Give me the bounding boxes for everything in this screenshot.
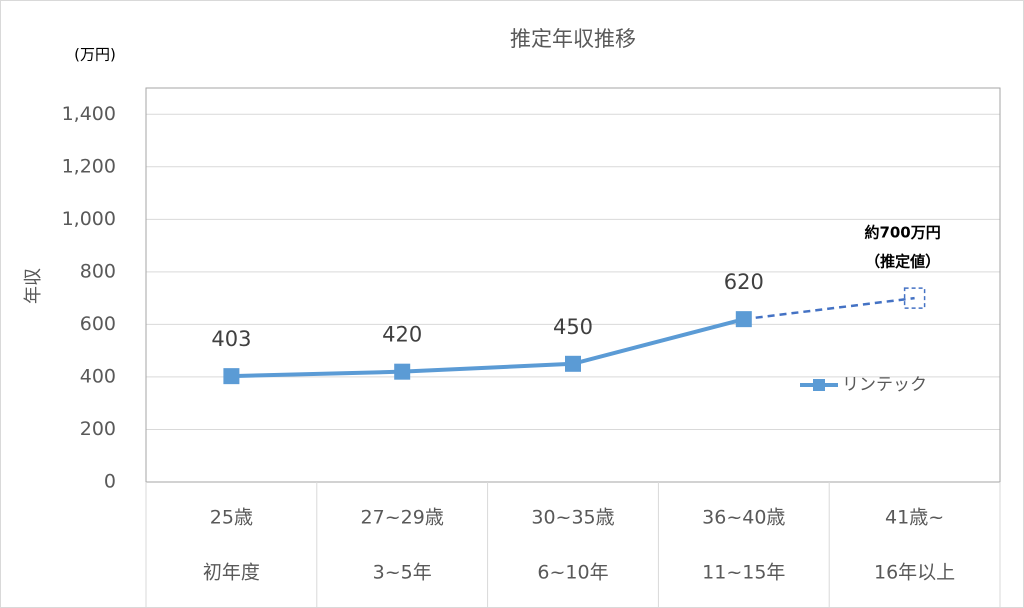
x-tick-label: 30~35歳	[531, 507, 614, 529]
marker	[565, 355, 581, 372]
estimate-line	[743, 296, 915, 321]
data-label: 403	[211, 327, 251, 351]
y-axis-label: 年収	[23, 268, 44, 304]
y-tick-label: 200	[80, 418, 116, 440]
y-tick-label: 1,000	[62, 208, 116, 230]
x-tick-sublabel: 16年以上	[874, 562, 955, 584]
estimate-marker	[903, 287, 926, 309]
y-tick-label: 800	[80, 260, 116, 282]
y-tick-label: 1,200	[62, 155, 116, 177]
y-tick-label: 1,400	[62, 103, 116, 125]
y-unit: (万円)	[74, 46, 116, 64]
y-tick-label: 400	[80, 365, 116, 387]
x-tick-label: 41歳~	[885, 507, 944, 529]
marker	[394, 363, 411, 380]
y-tick-label: 0	[104, 471, 116, 493]
x-tick-label: 27~29歳	[361, 507, 444, 529]
annotation: 約700万円	[864, 224, 940, 242]
x-tick-sublabel: 3~5年	[373, 562, 432, 584]
series-line	[231, 317, 745, 379]
plot-border	[145, 87, 1001, 483]
legend-label: リンテック	[842, 375, 927, 395]
data-label: 620	[724, 270, 764, 294]
x-tick-label: 25歳	[210, 507, 253, 529]
data-label: 420	[382, 323, 422, 347]
x-tick-sublabel: 11~15年	[702, 562, 785, 584]
y-tick-label: 600	[80, 313, 116, 335]
x-tick-label: 36~40歳	[702, 507, 785, 529]
marker	[735, 311, 752, 328]
data-label: 450	[553, 315, 593, 339]
marker	[223, 368, 240, 385]
chart-title: 推定年収推移	[510, 27, 636, 51]
x-tick-sublabel: 初年度	[203, 562, 260, 584]
legend-marker	[813, 379, 825, 391]
annotation: （推定値）	[865, 253, 940, 271]
x-tick-sublabel: 6~10年	[537, 562, 608, 584]
